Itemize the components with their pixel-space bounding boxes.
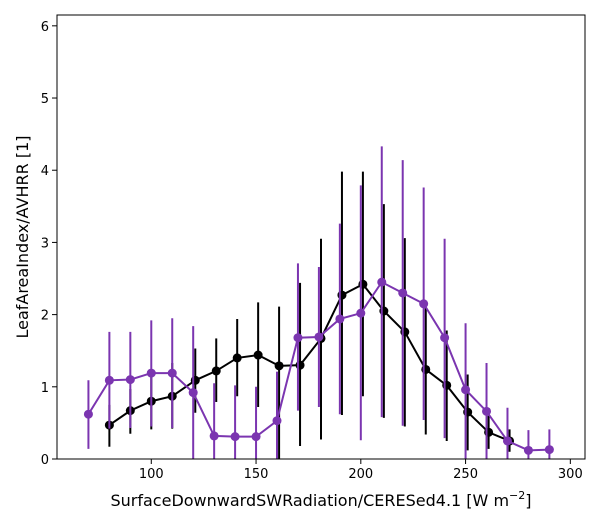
data-point [125, 375, 135, 385]
data-point [419, 299, 429, 309]
y-tick-label: 2 [41, 309, 49, 324]
data-point [502, 436, 512, 446]
data-point [314, 332, 324, 342]
data-point [440, 333, 450, 343]
data-point [83, 409, 93, 419]
x-axis-label-main: SurfaceDownwardSWRadiation/CERESed4.1 [W… [110, 491, 509, 510]
data-point [146, 368, 156, 378]
data-point [484, 427, 494, 437]
data-layer [83, 146, 554, 459]
x-tick-label: 100 [139, 467, 164, 482]
plot-frame [56, 14, 586, 460]
data-point [482, 406, 492, 416]
data-point [400, 327, 410, 337]
data-point [421, 364, 431, 374]
data-point [442, 380, 452, 390]
x-axis-label: SurfaceDownwardSWRadiation/CERESed4.1 [W… [110, 489, 531, 510]
y-tick-label: 3 [41, 236, 49, 251]
data-point [253, 350, 263, 360]
y-tick-label: 6 [41, 20, 49, 35]
x-tick-label: 300 [558, 467, 583, 482]
series-0 [104, 171, 515, 459]
data-point [398, 288, 408, 298]
data-point [167, 368, 177, 378]
data-point [104, 375, 114, 385]
data-point [544, 445, 554, 455]
data-point [379, 306, 389, 316]
x-tick-label: 150 [244, 467, 269, 482]
y-tick-label: 4 [41, 164, 49, 179]
data-point [463, 407, 473, 417]
series-1 [83, 146, 554, 459]
tick-layer: 100 150 200 250 300 0 1 2 3 4 5 6 [41, 20, 583, 482]
y-axis-label: LeafAreaIndex/AVHRR [1] [13, 135, 32, 338]
data-point [356, 308, 366, 318]
data-point [523, 445, 533, 455]
data-point [377, 277, 387, 287]
data-point [274, 361, 284, 371]
data-point [251, 432, 261, 442]
data-point [293, 333, 303, 343]
x-axis-label-end: ] [525, 491, 531, 510]
y-tick-label: 5 [41, 92, 49, 107]
data-point [190, 375, 200, 385]
data-point [337, 290, 347, 300]
data-point [232, 353, 242, 363]
data-point [295, 360, 305, 370]
data-point [358, 279, 368, 289]
y-tick-label: 1 [41, 381, 49, 396]
data-point [461, 385, 471, 395]
x-tick-label: 200 [348, 467, 373, 482]
data-point [211, 366, 221, 376]
data-point [272, 416, 282, 426]
x-axis-label-superscript: −2 [509, 489, 525, 502]
data-point [209, 431, 219, 441]
y-tick-label: 0 [41, 453, 49, 468]
data-point [188, 388, 198, 398]
data-point [335, 314, 345, 324]
x-tick-label: 250 [453, 467, 478, 482]
series-line [108, 283, 510, 442]
data-point [230, 432, 240, 442]
